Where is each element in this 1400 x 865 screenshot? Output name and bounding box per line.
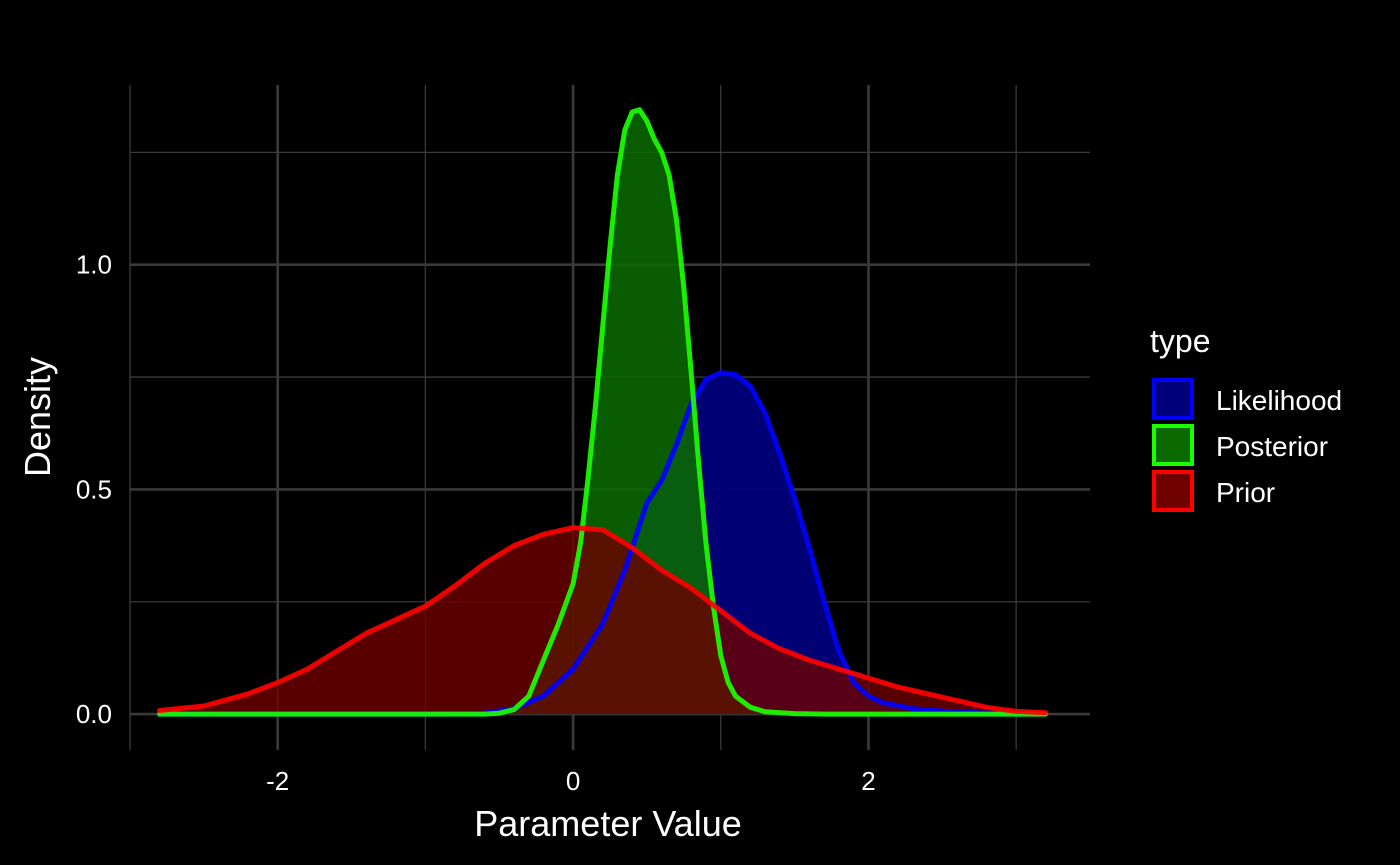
likelihood-density-area bbox=[159, 372, 1046, 715]
x-tick-label: 0 bbox=[566, 766, 580, 796]
posterior-density-line bbox=[157, 107, 1049, 717]
posterior-density-area bbox=[159, 109, 1046, 715]
prior-density-line bbox=[157, 525, 1049, 716]
prior-legend-label: Prior bbox=[1216, 477, 1275, 508]
x-tick-label: -2 bbox=[266, 766, 289, 796]
likelihood-legend-key bbox=[1152, 378, 1194, 420]
legend-items: Likelihood Posterior Prior bbox=[1152, 378, 1342, 512]
likelihood-legend-label: Likelihood bbox=[1216, 385, 1342, 416]
y-axis-ticks: 0.0 0.5 1.0 bbox=[76, 250, 112, 729]
posterior-legend-label: Posterior bbox=[1216, 431, 1328, 462]
y-tick-label: 0.0 bbox=[76, 699, 112, 729]
density-lines bbox=[157, 107, 1049, 717]
likelihood-density-line bbox=[157, 370, 1049, 717]
legend: type Likelihood Posterior Prior bbox=[1150, 323, 1342, 512]
x-tick-label: 2 bbox=[861, 766, 875, 796]
x-axis-title: Parameter Value bbox=[474, 803, 741, 844]
legend-title: type bbox=[1150, 323, 1210, 359]
posterior-legend-key bbox=[1152, 424, 1194, 466]
prior-legend-key bbox=[1152, 470, 1194, 512]
x-axis-ticks: -2 0 2 bbox=[266, 766, 876, 796]
y-tick-label: 0.5 bbox=[76, 474, 112, 504]
y-tick-label: 1.0 bbox=[76, 250, 112, 280]
y-axis-title: Density bbox=[17, 357, 58, 477]
